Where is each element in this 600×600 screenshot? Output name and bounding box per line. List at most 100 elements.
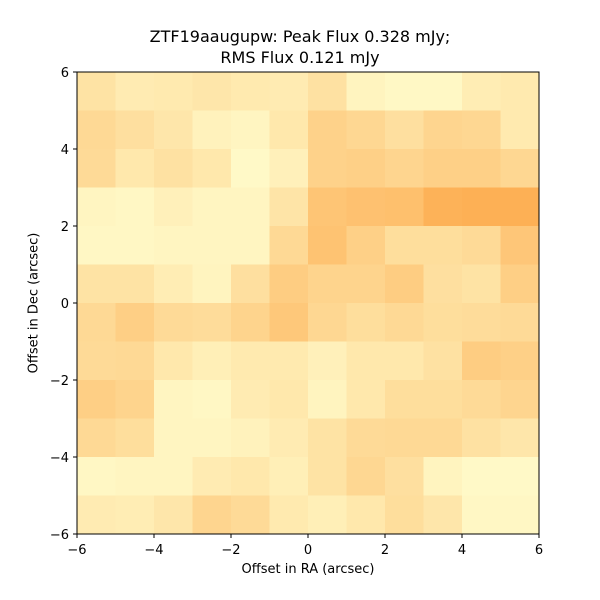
- heatmap-cell: [462, 264, 501, 304]
- heatmap-cell: [192, 264, 232, 304]
- heatmap-cell: [500, 187, 540, 227]
- heatmap-cell: [346, 303, 386, 342]
- heatmap-cell: [231, 187, 270, 227]
- heatmap-cell: [385, 149, 424, 188]
- heatmap-cell: [269, 457, 309, 496]
- heatmap-cell: [385, 380, 424, 419]
- heatmap-cell: [115, 72, 155, 111]
- heatmap-cell: [115, 418, 155, 458]
- heatmap-cell: [77, 303, 116, 342]
- heatmap-cell: [423, 187, 463, 227]
- heatmap-cell: [500, 264, 540, 304]
- heatmap-cell: [231, 495, 270, 535]
- heatmap-cell: [115, 110, 155, 150]
- heatmap-cell: [231, 226, 270, 265]
- chart-title-line-1: ZTF19aaugupw: Peak Flux 0.328 mJy;: [149, 27, 451, 46]
- y-axis-label: Offset in Dec (arcsec): [26, 232, 42, 374]
- heatmap-cell: [77, 149, 116, 188]
- heatmap-cell: [192, 226, 232, 265]
- heatmap-cell: [308, 380, 347, 419]
- x-tick-label: −4: [144, 543, 163, 558]
- y-tick-label: −6: [50, 528, 69, 543]
- heatmap-cell: [154, 303, 193, 342]
- heatmap-cell: [192, 380, 232, 419]
- y-tick-label: −4: [50, 451, 69, 466]
- heatmap-cell: [269, 264, 309, 304]
- heatmap-cell: [154, 187, 193, 227]
- heatmap-cell: [385, 341, 424, 381]
- heatmap-cell: [346, 110, 386, 150]
- heatmap-cell: [500, 457, 540, 496]
- heatmap-cell: [346, 418, 386, 458]
- x-axis-label: Offset in RA (arcsec): [241, 562, 375, 577]
- heatmap-cell: [231, 457, 270, 496]
- heatmap-cell: [346, 72, 386, 111]
- heatmap-cell: [500, 380, 540, 419]
- heatmap-cell: [192, 187, 232, 227]
- heatmap-cell: [154, 72, 193, 111]
- heatmap-cell: [115, 495, 155, 535]
- heatmap-cell: [77, 72, 116, 111]
- heatmap-cell: [500, 303, 540, 342]
- heatmap-cell: [154, 380, 193, 419]
- heatmap-cell: [346, 457, 386, 496]
- x-tick-label: −2: [221, 543, 240, 558]
- heatmap-cell: [308, 149, 347, 188]
- heatmap-cell: [346, 380, 386, 419]
- heatmap-cell: [385, 264, 424, 304]
- heatmap-cell: [500, 149, 540, 188]
- heatmap-cell: [346, 495, 386, 535]
- heatmap-cell: [346, 149, 386, 188]
- heatmap-cell: [308, 303, 347, 342]
- heatmap-cell: [192, 418, 232, 458]
- heatmap-cell: [500, 341, 540, 381]
- heatmap-cell: [462, 380, 501, 419]
- x-tick-label: 0: [304, 543, 312, 558]
- heatmap-cell: [308, 187, 347, 227]
- heatmap-cell: [269, 149, 309, 188]
- heatmap-cell: [308, 418, 347, 458]
- y-tick-label: 2: [61, 220, 69, 235]
- heatmap-cell: [346, 264, 386, 304]
- heatmap-cell: [308, 341, 347, 381]
- heatmap-cell: [385, 226, 424, 265]
- heatmap-cell: [423, 341, 463, 381]
- heatmap-cell: [77, 264, 116, 304]
- heatmap-cell: [346, 187, 386, 227]
- heatmap-cell: [115, 187, 155, 227]
- heatmap-cell: [115, 380, 155, 419]
- heatmap-cell: [77, 418, 116, 458]
- heatmap-cell: [462, 149, 501, 188]
- heatmap-cell: [269, 72, 309, 111]
- y-tick-label: −2: [50, 374, 69, 389]
- heatmap-cell: [77, 457, 116, 496]
- heatmap-cell: [77, 226, 116, 265]
- heatmap-cell: [231, 264, 270, 304]
- heatmap-cells: [77, 72, 540, 535]
- heatmap-cell: [346, 226, 386, 265]
- heatmap-cell: [231, 341, 270, 381]
- heatmap-cell: [154, 495, 193, 535]
- heatmap-cell: [423, 149, 463, 188]
- heatmap-cell: [77, 495, 116, 535]
- heatmap-cell: [231, 418, 270, 458]
- heatmap-cell: [423, 226, 463, 265]
- heatmap-cell: [500, 495, 540, 535]
- heatmap-cell: [462, 226, 501, 265]
- chart-title-line-2: RMS Flux 0.121 mJy: [220, 48, 380, 67]
- heatmap-cell: [115, 149, 155, 188]
- heatmap-cell: [385, 303, 424, 342]
- heatmap-cell: [385, 72, 424, 111]
- heatmap-cell: [154, 341, 193, 381]
- heatmap-cell: [77, 187, 116, 227]
- heatmap-cell: [115, 341, 155, 381]
- heatmap-cell: [154, 457, 193, 496]
- x-axis-ticks: −6 −4 −2 0 2 4 6: [67, 534, 543, 558]
- heatmap-cell: [385, 110, 424, 150]
- heatmap-cell: [462, 187, 501, 227]
- heatmap-cell: [308, 457, 347, 496]
- heatmap-cell: [385, 187, 424, 227]
- y-tick-label: 0: [61, 297, 69, 312]
- heatmap-cell: [192, 110, 232, 150]
- heatmap-cell: [308, 226, 347, 265]
